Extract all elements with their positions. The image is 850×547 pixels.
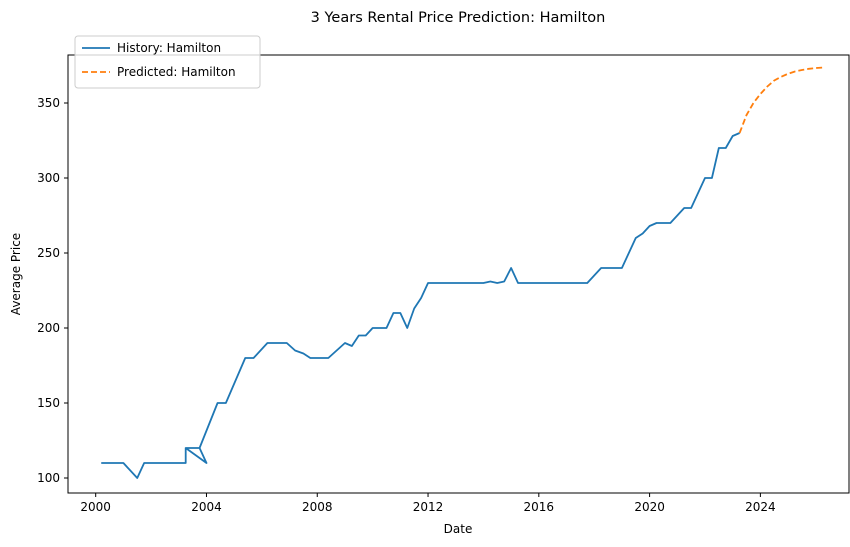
- plot-area: [67, 54, 850, 494]
- x-axis-label: Date: [444, 522, 473, 536]
- y-axis-label: Average Price: [9, 233, 23, 315]
- x-tick-label: 2024: [745, 500, 776, 514]
- history-series-line: [101, 132, 740, 479]
- series-layer: [101, 66, 823, 479]
- y-tick-label: 350: [37, 96, 60, 110]
- y-tick-label: 100: [37, 471, 60, 485]
- x-tick-label: 2008: [302, 500, 333, 514]
- x-tick-label: 2004: [191, 500, 222, 514]
- legend-predicted-label: Predicted: Hamilton: [117, 65, 236, 79]
- predicted-series-line: [738, 66, 823, 134]
- legend-history-label: History: Hamilton: [117, 41, 221, 55]
- y-axis-ticks: 100 150 200 250 300 350: [37, 96, 68, 485]
- y-tick-label: 300: [37, 171, 60, 185]
- x-tick-label: 2020: [634, 500, 665, 514]
- x-axis-ticks: 2000 2004 2008 2012 2016 2020 2024: [80, 493, 776, 514]
- legend: History: Hamilton Predicted: Hamilton: [74, 35, 261, 89]
- y-tick-label: 200: [37, 321, 60, 335]
- y-tick-label: 250: [37, 246, 60, 260]
- x-tick-label: 2000: [80, 500, 111, 514]
- x-tick-label: 2016: [524, 500, 555, 514]
- y-tick-label: 150: [37, 396, 60, 410]
- chart-title: 3 Years Rental Price Prediction: Hamilto…: [311, 10, 606, 26]
- x-tick-label: 2012: [413, 500, 444, 514]
- legend-box: [74, 35, 261, 89]
